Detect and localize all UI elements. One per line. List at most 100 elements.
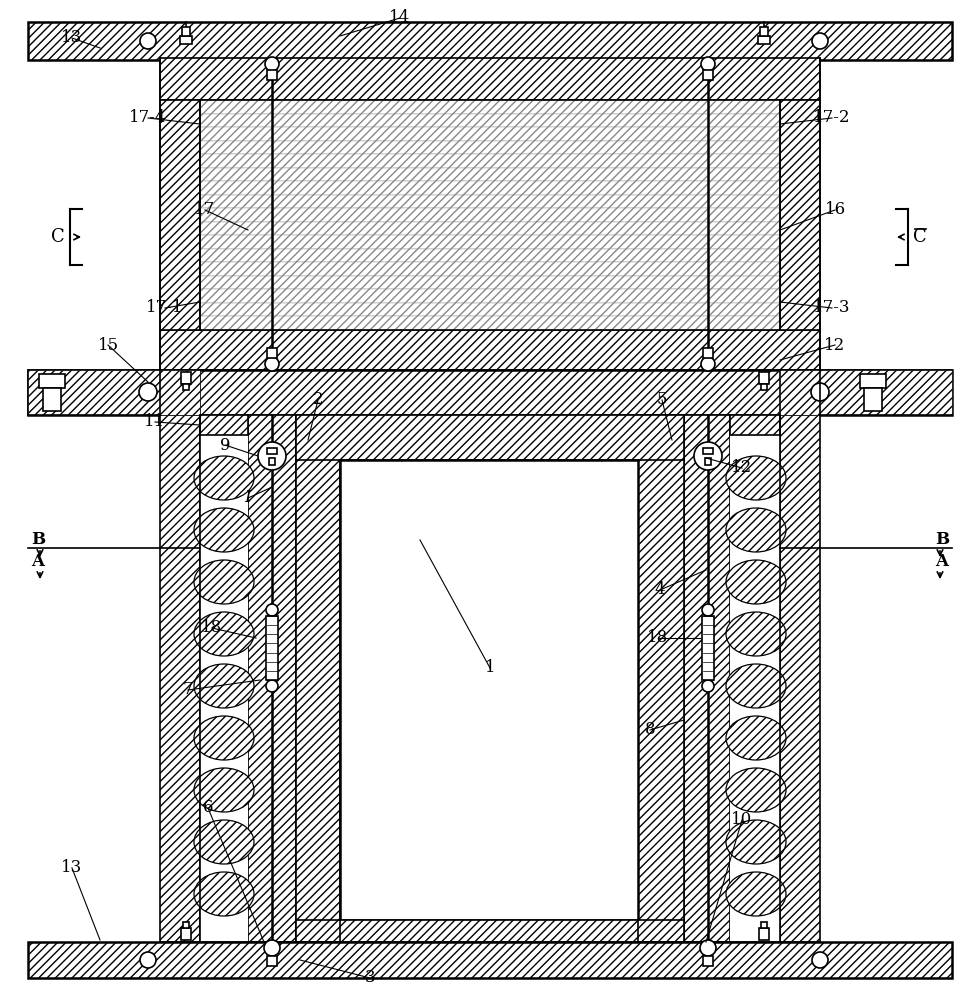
Bar [267, 70, 277, 80]
Bar [780, 370, 952, 415]
Circle shape [694, 442, 722, 470]
Bar [200, 262, 780, 276]
Ellipse shape [194, 768, 254, 812]
Text: 8: 8 [645, 722, 656, 738]
Bar [864, 388, 882, 411]
Text: B: B [31, 532, 45, 548]
Text: 4: 4 [655, 582, 665, 598]
Text: 17-4: 17-4 [129, 109, 167, 126]
Bar [200, 114, 780, 127]
Bar [200, 249, 780, 262]
Bar [200, 303, 780, 316]
Bar [684, 415, 730, 942]
Bar [703, 348, 713, 358]
Bar [200, 168, 780, 181]
Circle shape [701, 57, 715, 71]
Ellipse shape [194, 560, 254, 604]
Bar [183, 384, 189, 390]
Bar [28, 370, 952, 415]
Text: 7: 7 [182, 682, 193, 698]
Text: 2: 2 [313, 391, 323, 408]
Bar [200, 141, 780, 154]
Bar [28, 370, 200, 415]
Bar [181, 372, 191, 384]
Ellipse shape [726, 820, 786, 864]
Bar [267, 348, 277, 358]
Circle shape [266, 680, 278, 692]
Bar [200, 289, 780, 303]
Bar [28, 22, 952, 60]
Bar [200, 316, 780, 330]
Text: I: I [245, 489, 251, 506]
Circle shape [702, 680, 714, 692]
Circle shape [258, 442, 286, 470]
Text: C: C [51, 228, 65, 246]
Ellipse shape [726, 456, 786, 500]
Text: 12: 12 [824, 336, 846, 354]
Bar [730, 415, 780, 435]
Circle shape [812, 952, 828, 968]
Bar [200, 195, 780, 208]
Text: 14: 14 [389, 9, 411, 26]
Bar [730, 415, 780, 942]
Text: 15: 15 [97, 336, 119, 354]
Text: 10: 10 [731, 812, 753, 828]
Circle shape [265, 57, 279, 71]
Text: A: A [31, 554, 44, 570]
Bar [758, 36, 770, 44]
Bar [703, 956, 713, 966]
Bar [780, 415, 820, 942]
Bar [160, 330, 820, 370]
Circle shape [264, 940, 280, 956]
Bar [780, 100, 820, 330]
Bar [296, 415, 340, 942]
Bar [200, 127, 780, 141]
Circle shape [811, 383, 829, 401]
Text: 9: 9 [220, 436, 230, 454]
Text: 16: 16 [824, 202, 846, 219]
Ellipse shape [726, 664, 786, 708]
Bar [267, 956, 277, 966]
Ellipse shape [194, 664, 254, 708]
Bar [761, 922, 767, 928]
Circle shape [701, 357, 715, 371]
Circle shape [702, 604, 714, 616]
Bar [759, 928, 769, 940]
Text: 12: 12 [731, 460, 753, 477]
Bar [183, 922, 189, 928]
Bar [296, 920, 684, 942]
Bar [200, 208, 780, 222]
Bar [760, 27, 768, 36]
Bar [28, 370, 200, 415]
Ellipse shape [726, 508, 786, 552]
Text: 1: 1 [485, 660, 495, 676]
Bar [182, 27, 190, 36]
Bar [759, 372, 769, 384]
Ellipse shape [194, 508, 254, 552]
Circle shape [266, 604, 278, 616]
Bar [28, 942, 952, 978]
Bar [200, 415, 248, 435]
Bar [267, 448, 277, 454]
Circle shape [265, 357, 279, 371]
Circle shape [139, 383, 157, 401]
Text: 18: 18 [201, 619, 222, 637]
Bar [269, 458, 275, 465]
Bar [181, 928, 191, 940]
Text: 17-1: 17-1 [146, 300, 184, 316]
Bar [200, 154, 780, 168]
Text: 6: 6 [203, 800, 214, 816]
Text: 17-2: 17-2 [813, 109, 851, 126]
Bar [200, 222, 780, 235]
Text: 3: 3 [365, 970, 375, 986]
Text: C: C [913, 228, 927, 246]
Circle shape [700, 940, 716, 956]
Ellipse shape [726, 716, 786, 760]
Bar [200, 100, 780, 330]
Text: 11: 11 [144, 414, 166, 430]
Bar [705, 458, 711, 465]
Ellipse shape [726, 768, 786, 812]
Ellipse shape [194, 872, 254, 916]
Bar [702, 616, 714, 680]
Circle shape [140, 33, 156, 49]
